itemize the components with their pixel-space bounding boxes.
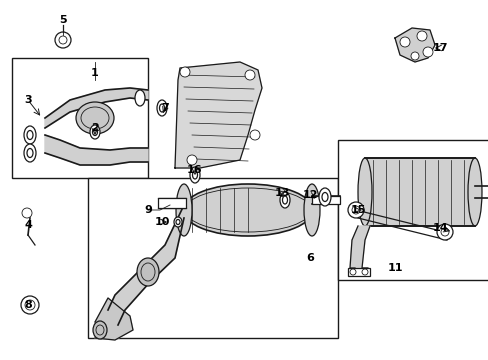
Circle shape	[180, 67, 190, 77]
Polygon shape	[108, 205, 183, 325]
Ellipse shape	[176, 220, 180, 225]
Polygon shape	[349, 226, 369, 268]
Ellipse shape	[92, 129, 97, 135]
Circle shape	[186, 155, 197, 165]
Polygon shape	[175, 62, 262, 168]
Ellipse shape	[135, 90, 145, 106]
Text: 17: 17	[431, 43, 447, 53]
Circle shape	[410, 52, 418, 60]
Ellipse shape	[27, 148, 33, 158]
Ellipse shape	[176, 184, 192, 236]
Ellipse shape	[190, 167, 200, 183]
Text: 2: 2	[91, 123, 99, 133]
Polygon shape	[45, 135, 148, 165]
Ellipse shape	[357, 158, 371, 226]
Ellipse shape	[141, 263, 155, 281]
Ellipse shape	[467, 158, 481, 226]
Ellipse shape	[159, 104, 164, 112]
Circle shape	[436, 224, 452, 240]
Text: 13: 13	[274, 188, 289, 198]
Text: 15: 15	[349, 205, 365, 215]
Ellipse shape	[137, 258, 159, 286]
Circle shape	[21, 296, 39, 314]
Circle shape	[416, 31, 426, 41]
Text: 9: 9	[144, 205, 152, 215]
Ellipse shape	[27, 130, 33, 139]
Circle shape	[347, 202, 363, 218]
Ellipse shape	[174, 217, 182, 227]
Circle shape	[244, 70, 254, 80]
Circle shape	[422, 47, 432, 57]
Text: 3: 3	[24, 95, 32, 105]
Ellipse shape	[24, 126, 36, 144]
Ellipse shape	[304, 184, 319, 236]
Ellipse shape	[81, 107, 109, 129]
Polygon shape	[45, 88, 148, 128]
Circle shape	[351, 206, 359, 214]
Circle shape	[55, 32, 71, 48]
Text: 7: 7	[161, 103, 168, 113]
Circle shape	[361, 269, 367, 275]
Text: 4: 4	[24, 220, 32, 230]
Bar	[337, 140, 488, 280]
Text: 16: 16	[187, 165, 203, 175]
Polygon shape	[394, 28, 434, 62]
Ellipse shape	[76, 102, 114, 134]
Ellipse shape	[192, 171, 197, 179]
Text: 11: 11	[386, 263, 402, 273]
Text: 12: 12	[302, 190, 317, 200]
Circle shape	[399, 37, 409, 47]
Text: 8: 8	[24, 300, 32, 310]
Ellipse shape	[280, 192, 289, 208]
Bar	[12, 58, 148, 178]
Circle shape	[22, 208, 32, 218]
Ellipse shape	[93, 321, 107, 339]
Bar	[364, 158, 474, 226]
Ellipse shape	[90, 125, 100, 139]
Ellipse shape	[183, 184, 312, 236]
Text: 5: 5	[59, 15, 67, 25]
Circle shape	[349, 269, 355, 275]
Bar	[311, 196, 339, 204]
Bar	[158, 198, 185, 208]
Ellipse shape	[321, 193, 327, 202]
Ellipse shape	[184, 188, 310, 232]
Ellipse shape	[24, 144, 36, 162]
Text: 6: 6	[305, 253, 313, 263]
Circle shape	[440, 228, 448, 236]
Circle shape	[59, 36, 67, 44]
Ellipse shape	[157, 100, 167, 116]
Text: 10: 10	[154, 217, 169, 227]
Ellipse shape	[96, 325, 104, 335]
Circle shape	[249, 130, 260, 140]
Circle shape	[25, 300, 35, 310]
Text: 14: 14	[431, 223, 447, 233]
Bar	[347, 268, 369, 276]
Ellipse shape	[282, 196, 287, 204]
Polygon shape	[95, 298, 133, 340]
Text: 1: 1	[91, 68, 99, 78]
Bar	[88, 178, 337, 338]
Ellipse shape	[318, 188, 330, 206]
